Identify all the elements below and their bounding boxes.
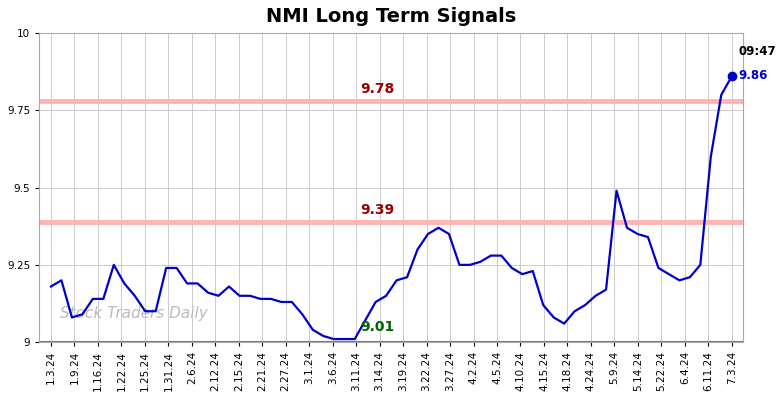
Text: 9.86: 9.86 bbox=[739, 69, 768, 82]
Text: 09:47: 09:47 bbox=[739, 45, 776, 58]
Title: NMI Long Term Signals: NMI Long Term Signals bbox=[267, 7, 517, 26]
Text: Stock Traders Daily: Stock Traders Daily bbox=[60, 306, 208, 320]
Text: 9.78: 9.78 bbox=[360, 82, 394, 96]
Text: 9.01: 9.01 bbox=[360, 320, 394, 334]
Text: 9.39: 9.39 bbox=[360, 203, 394, 217]
